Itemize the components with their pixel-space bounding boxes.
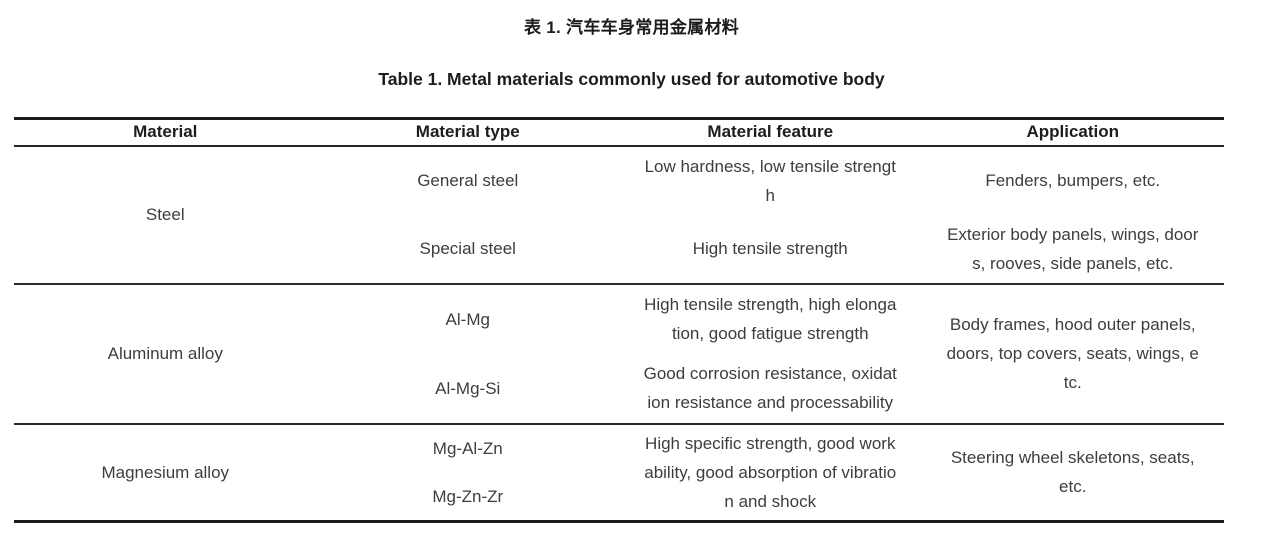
table-caption-english: Table 1. Metal materials commonly used f…	[378, 69, 885, 89]
column-header-material-feature: Material feature	[619, 118, 922, 147]
table-row-mg-zn-zr: Mg-Zn-Zr	[14, 473, 1224, 522]
table-header-row: Material Material type Material feature …	[14, 118, 1224, 147]
table-caption-chinese: 表 1. 汽车车身常用金属材料	[523, 18, 740, 37]
cell-type-al-mg: Al-Mg	[316, 282, 619, 354]
cell-material-steel: Steel	[145, 205, 185, 224]
table-row-al-mg-si: Al-Mg-Si Good corrosion resistance, oxid…	[14, 354, 1224, 424]
cell-feature-magnesium-alloy: High specific strength, good work abilit…	[619, 422, 922, 522]
column-header-material-type: Material type	[316, 118, 619, 147]
cell-application-magnesium-alloy: Steering wheel skeletons, seats, etc.	[921, 422, 1224, 522]
cell-feature-al-mg: High tensile strength, high elonga tion,…	[619, 282, 922, 354]
table-row-mg-al-zn: Magnesium alloy Mg-Al-Zn High specific s…	[14, 422, 1224, 522]
cell-type-general-steel: General steel	[417, 171, 519, 190]
cell-application-special-steel: Exterior body panels, wings, door s, roo…	[947, 224, 1199, 273]
table-row-special-steel: Special steel High tensile strength Exte…	[14, 215, 1224, 284]
materials-table: Material Material type Material feature …	[14, 117, 1224, 523]
column-header-application: Application	[921, 118, 1224, 147]
cell-type-mg-zn-zr: Mg-Zn-Zr	[432, 486, 504, 506]
cell-feature-al-mg-si: Good corrosion resistance, oxidat ion re…	[643, 364, 897, 412]
cell-feature-special-steel: High tensile strength	[692, 239, 848, 258]
cell-application-general-steel: Fenders, bumpers, etc.	[985, 171, 1161, 190]
cell-type-al-mg-si: Al-Mg-Si	[435, 378, 501, 398]
table-row-general-steel: Steel General steel Low hardness, low te…	[14, 146, 1224, 225]
cell-type-mg-al-zn: Mg-Al-Zn	[316, 422, 619, 473]
column-header-material: Material	[14, 118, 317, 147]
cell-application-aluminum-alloy: Body frames, hood outer panels, doors, t…	[921, 282, 1224, 424]
cell-feature-general-steel: Low hardness, low tensile strengt h	[644, 156, 896, 205]
cell-type-special-steel: Special steel	[419, 239, 516, 258]
cell-material-aluminum-alloy: Aluminum alloy	[14, 282, 317, 424]
table-row-al-mg: Aluminum alloy Al-Mg High tensile streng…	[14, 282, 1224, 424]
cell-material-magnesium-alloy: Magnesium alloy	[14, 422, 317, 522]
